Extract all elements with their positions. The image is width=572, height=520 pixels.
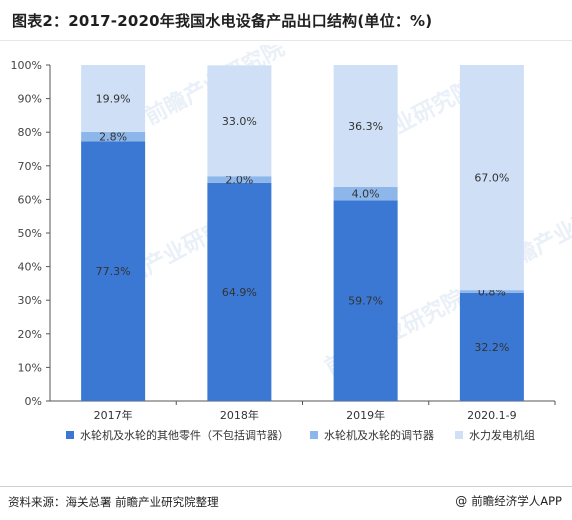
y-tick-label: 0% [25,395,42,408]
bar-segment [459,290,524,293]
legend-label: 水轮机及水轮的其他零件（不包括调节器） [80,429,289,442]
data-label: 77.3% [96,265,131,278]
legend-swatch [455,431,463,439]
legend-swatch [66,431,74,439]
data-label: 19.9% [96,92,131,105]
brand-credit: @ 前瞻经济学人APP [455,493,562,509]
data-label: 64.9% [222,286,257,299]
bar-segment [459,65,524,291]
brand-name: 前瞻经济学人APP [471,494,562,508]
bar-segment [207,65,272,177]
data-label: 36.3% [348,120,383,133]
chart-title: 图表2：2017-2020年我国水电设备产品出口结构(单位：%) [12,12,433,30]
bar-segment [81,131,146,142]
bar-segment [333,65,398,187]
data-label: 33.0% [222,115,257,128]
bar-segment [459,292,524,401]
bar-segment [81,141,146,401]
y-tick-label: 90% [18,93,42,106]
x-tick-label: 2017年 [94,408,133,422]
at-sign-icon: @ [455,494,468,508]
y-tick-label: 100% [11,59,42,72]
y-tick-label: 10% [18,361,42,374]
bar-segment [333,186,398,201]
bar-segment [207,182,272,401]
y-tick-label: 50% [18,227,42,240]
data-label: 4.0% [352,188,380,201]
title-divider [0,40,572,41]
stacked-bar-chart: 前瞻产业研究院前瞻产业研究院前瞻产业研究院前瞻产业研究院前瞻产业研究院0%10%… [11,45,572,422]
data-label: 2.8% [99,131,127,144]
chart-legend: 水轮机及水轮的其他零件（不包括调节器） 水轮机及水轮的调节器 水力发电机组 [0,427,572,451]
y-tick-label: 60% [18,193,42,206]
footer-divider [0,486,572,487]
x-tick-label: 2019年 [346,408,385,422]
legend-item: 水轮机及水轮的其他零件（不包括调节器） [66,427,289,443]
legend-item: 水力发电机组 [455,427,535,443]
data-label: 67.0% [474,172,509,185]
bar-segment [333,200,398,401]
data-label: 32.2% [474,341,509,354]
bar-segment [81,65,146,132]
legend-swatch [310,431,318,439]
x-tick-label: 2020.1-9 [467,409,516,422]
y-tick-label: 40% [18,261,42,274]
y-tick-label: 70% [18,160,42,173]
y-tick-label: 20% [18,328,42,341]
legend-item: 水轮机及水轮的调节器 [310,427,434,443]
y-tick-label: 30% [18,294,42,307]
legend-label: 水力发电机组 [469,429,535,442]
legend-label: 水轮机及水轮的调节器 [324,429,434,442]
y-tick-label: 80% [18,126,42,139]
x-tick-label: 2018年 [220,408,259,422]
data-label: 59.7% [348,295,383,308]
source-note: 资料来源：海关总署 前瞻产业研究院整理 [8,495,219,509]
bar-segment [207,176,272,183]
data-label: 2.0% [225,174,253,187]
